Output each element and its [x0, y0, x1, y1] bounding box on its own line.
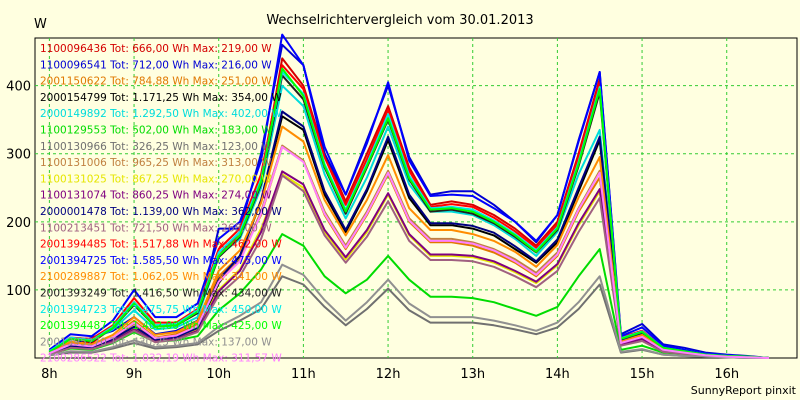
series-line-19 — [49, 145, 770, 359]
y-tick-label: 400 — [6, 80, 31, 95]
legend-entry-16: 2001394723 Tot: 1.475,75 Wh Max: 450,00 … — [40, 304, 282, 316]
legend-entry-19: 2100286522 Tot: 1.032,19 Wh Max: 311,57 … — [40, 353, 282, 365]
legend-entry-8: 1100131025 Tot: 867,25 Wh Max: 270,00 W — [40, 173, 272, 185]
y-axis-label: W — [34, 17, 47, 32]
grid — [35, 38, 797, 358]
legend-entry-15: 2001393249 Tot: 1.416,50 Wh Max: 434,00 … — [40, 288, 282, 300]
series-line-13 — [48, 33, 770, 359]
x-tick-label: 14h — [545, 367, 570, 382]
series-line-14 — [48, 125, 770, 359]
legend: 1100096436 Tot: 666,00 Wh Max: 219,00 W 1… — [40, 43, 282, 365]
x-tick-label: 12h — [376, 367, 401, 382]
legend-entry-12: 2001394485 Tot: 1.517,88 Wh Max: 462,00 … — [40, 239, 282, 251]
x-tick-label: 8h — [41, 367, 58, 382]
x-tick-label: 16h — [714, 367, 739, 382]
series-line-11 — [49, 174, 770, 359]
legend-entry-3: 2000154799 Tot: 1.171,25 Wh Max: 354,00 … — [40, 92, 282, 104]
x-tick-label: 11h — [291, 367, 316, 382]
legend-entry-11: 1100213451 Tot: 721,50 Wh Max: 268,00 W — [40, 222, 272, 234]
plot-area — [34, 37, 798, 359]
x-tick-label: 15h — [630, 367, 655, 382]
y-tick-label: 100 — [6, 284, 31, 299]
series-line-17 — [48, 67, 770, 359]
legend-entry-14: 2100289887 Tot: 1.062,05 Wh Max: 341,00 … — [40, 271, 282, 283]
chart-title: Wechselrichtervergleich vom 30.01.2013 — [266, 13, 533, 28]
legend-entry-4: 2000149892 Tot: 1.292,50 Wh Max: 402,00 … — [40, 108, 282, 120]
legend-entry-13: 2001394725 Tot: 1.585,50 Wh Max: 475,00 … — [40, 255, 282, 267]
y-tick-label: 300 — [6, 148, 31, 163]
series-lines — [48, 33, 770, 359]
x-tick-label: 9h — [126, 367, 143, 382]
legend-entry-1: 1100096541 Tot: 712,00 Wh Max: 216,00 W — [40, 59, 272, 71]
y-axis-ticks: 100 200 300 400 — [6, 80, 31, 299]
legend-entry-9: 1100131074 Tot: 860,25 Wh Max: 274,00 W — [40, 190, 272, 202]
legend-entry-2: 2001150622 Tot: 784,88 Wh Max: 251,00 W — [40, 76, 272, 88]
x-tick-label: 13h — [460, 367, 485, 382]
y-tick-label: 200 — [6, 216, 31, 231]
x-axis-ticks: 8h 9h 10h 11h 12h 13h 14h 15h 16h — [41, 367, 739, 382]
legend-entry-5: 1100129553 Tot: 502,00 Wh Max: 183,00 W — [40, 125, 272, 137]
x-tick-label: 10h — [206, 367, 231, 382]
footer-credit: SunnyReport pinxit — [691, 384, 797, 397]
legend-entry-6: 1100130966 Tot: 326,25 Wh Max: 123,00 W — [40, 141, 272, 153]
legend-entry-17: 2001394487 Tot: 1.402,00 Wh Max: 425,00 … — [40, 320, 282, 332]
series-line-18 — [49, 263, 770, 359]
legend-entry-10: 2000001478 Tot: 1.139,00 Wh Max: 362,00 … — [40, 206, 282, 218]
legend-entry-0: 1100096436 Tot: 666,00 Wh Max: 219,00 W — [40, 43, 272, 55]
legend-entry-18: 2001395270 Tot: 430,25 Wh Max: 137,00 W — [40, 336, 272, 348]
legend-entry-7: 1100131006 Tot: 965,25 Wh Max: 313,00 W — [40, 157, 272, 169]
